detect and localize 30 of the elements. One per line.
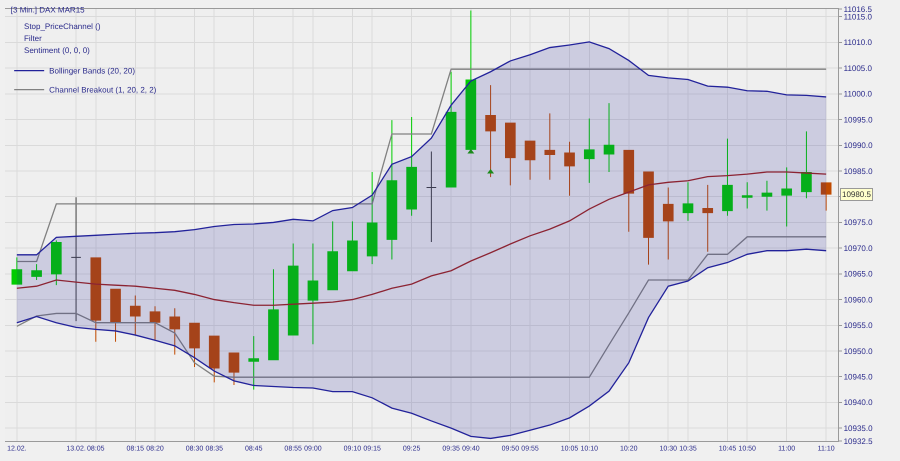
- y-tick-label: 10935.0: [844, 424, 874, 433]
- annotation: Stop_PriceChannel (): [24, 22, 101, 31]
- annotation: Sentiment (0, 0, 0): [24, 46, 90, 55]
- legend-label: Channel Breakout (1, 20, 2, 2): [49, 86, 157, 95]
- legend-label: Bollinger Bands (20, 20): [49, 66, 136, 76]
- y-tick-label: 11010.0: [844, 38, 872, 48]
- y-tick-label: 10965.0: [844, 270, 874, 279]
- line-series: [16, 171, 827, 306]
- line-series: [16, 248, 827, 440]
- line-series: [16, 236, 827, 378]
- annotation: Filter: [24, 34, 42, 43]
- chart-title: [3 Min.] DAX MAR15: [10, 6, 86, 15]
- y-tick-label: 11015.0: [844, 12, 872, 22]
- y-tick-label: 11005.0: [844, 64, 872, 73]
- y-tick-label: 11000.0: [844, 90, 872, 99]
- y-tick-label: 10970.0: [844, 244, 874, 253]
- y-tick-label: 11016.5: [844, 4, 872, 14]
- y-tick-label: 10960.0: [844, 295, 874, 304]
- line-series: [16, 68, 827, 262]
- y-tick-label: 10932.5: [844, 436, 874, 446]
- y-tick-label: 10975.0: [844, 218, 874, 228]
- y-tick-label: 10940.0: [844, 398, 874, 408]
- y-tick-label: 10955.0: [844, 321, 874, 330]
- line-series: [16, 41, 827, 256]
- y-tick-label: 10945.0: [844, 372, 874, 382]
- y-tick-label: 10995.0: [844, 115, 874, 124]
- y-tick-label: 10950.0: [844, 346, 874, 356]
- text: 10980.5: [842, 190, 872, 199]
- y-tick-label: 10990.0: [844, 141, 874, 150]
- y-tick-label: 10985.0: [844, 166, 874, 176]
